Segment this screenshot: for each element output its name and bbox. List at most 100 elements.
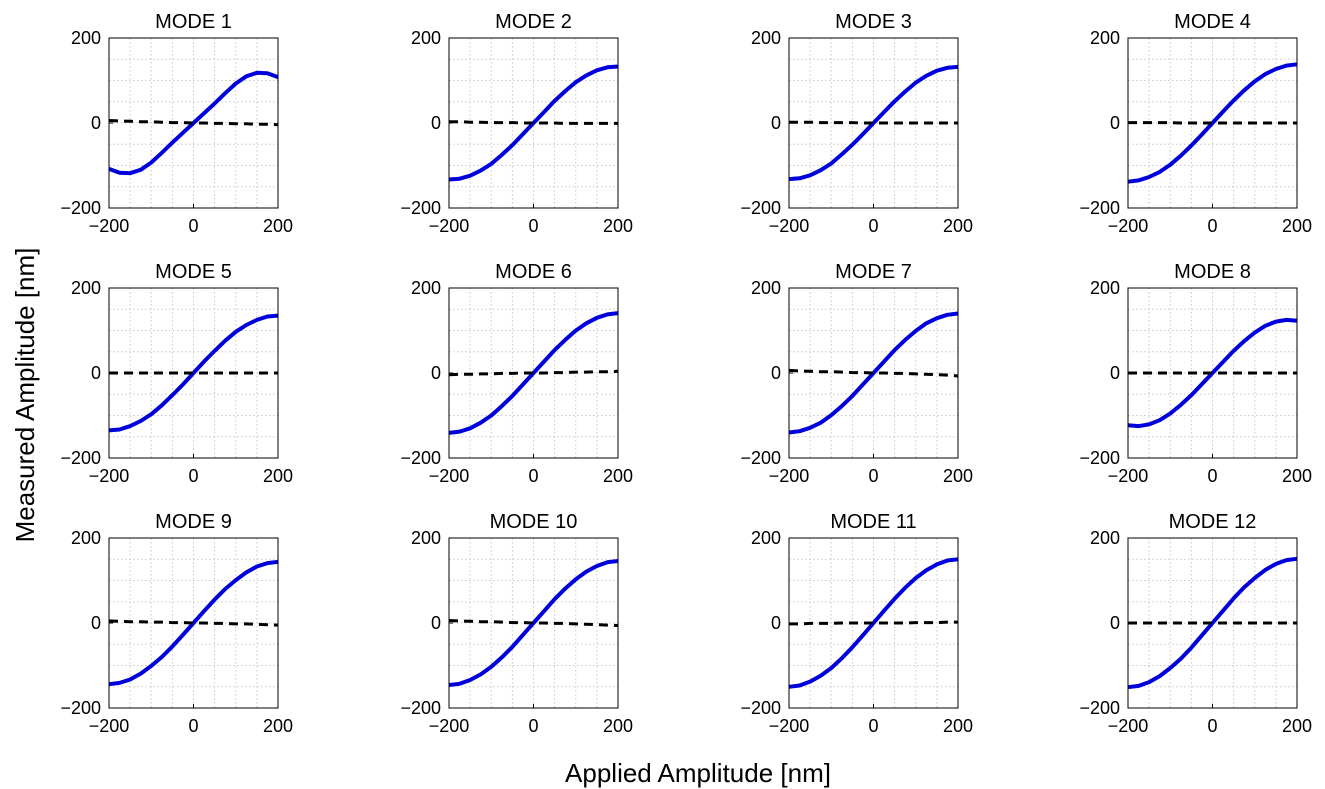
measured-curve — [1127, 62, 1298, 184]
x-tick-label: 0 — [528, 466, 538, 486]
panel-10: −200 0 200 −200 0 200 MODE 10 — [400, 511, 633, 736]
measured-curve — [108, 70, 279, 176]
y-tick-label: −200 — [60, 448, 101, 468]
panel-1: −200 0 200 −200 0 200 MODE 1 — [60, 11, 293, 236]
measured-curve — [108, 559, 279, 687]
x-tick-label: −200 — [429, 716, 470, 736]
y-tick-label: 200 — [71, 278, 101, 298]
measured-curve — [788, 64, 959, 182]
y-tick-label: 0 — [91, 363, 101, 383]
y-tick-label: −200 — [60, 198, 101, 218]
x-tick-label: 200 — [263, 466, 293, 486]
panel-7: −200 0 200 −200 0 200 MODE 7 — [740, 261, 973, 486]
x-tick-label: 0 — [528, 716, 538, 736]
y-tick-label: −200 — [400, 698, 441, 718]
crosstalk-curve — [788, 368, 959, 378]
panel-title: MODE 9 — [155, 511, 232, 533]
y-tick-label: −200 — [740, 448, 781, 468]
panel-title: MODE 8 — [1174, 261, 1251, 283]
x-tick-label: −200 — [89, 716, 130, 736]
x-tick-label: 0 — [188, 716, 198, 736]
y-tick-label: −200 — [1079, 448, 1120, 468]
panel-title: MODE 10 — [490, 511, 578, 533]
x-tick-label: 200 — [603, 216, 633, 236]
x-tick-label: 200 — [943, 716, 973, 736]
measured-curve — [788, 311, 959, 435]
y-tick-label: −200 — [400, 448, 441, 468]
y-tick-label: 200 — [411, 528, 441, 548]
x-tick-label: 200 — [263, 216, 293, 236]
panel-11: −200 0 200 −200 0 200 MODE 11 — [740, 511, 973, 736]
y-tick-label: 0 — [1110, 363, 1120, 383]
x-tick-label: 0 — [1207, 716, 1217, 736]
y-tick-label: 0 — [431, 113, 441, 133]
measured-curve — [1127, 317, 1298, 429]
y-tick-label: 0 — [431, 613, 441, 633]
panel-4: −200 0 200 −200 0 200 MODE 4 — [1079, 11, 1312, 236]
x-tick-label: 0 — [868, 466, 878, 486]
x-tick-label: 0 — [1207, 216, 1217, 236]
panel-5: −200 0 200 −200 0 200 MODE 5 — [60, 261, 293, 486]
y-axis-label: Measured Amplitude [nm] — [10, 248, 40, 543]
x-tick-label: −200 — [769, 216, 810, 236]
panel-8: −200 0 200 −200 0 200 MODE 8 — [1079, 261, 1312, 486]
y-tick-label: 0 — [91, 613, 101, 633]
panel-title: MODE 3 — [835, 11, 912, 33]
panel-title: MODE 11 — [830, 511, 916, 533]
y-tick-label: −200 — [400, 198, 441, 218]
measured-curve — [1127, 556, 1298, 690]
y-tick-label: 0 — [1110, 113, 1120, 133]
measured-curve — [448, 64, 619, 182]
panel-title: MODE 5 — [155, 261, 232, 283]
x-tick-label: 200 — [603, 716, 633, 736]
crosstalk-curve — [789, 120, 958, 125]
panel-title: MODE 2 — [495, 11, 572, 33]
y-tick-label: 200 — [71, 528, 101, 548]
measured-curve — [108, 313, 279, 433]
crosstalk-curve — [449, 120, 618, 125]
x-axis-label: Applied Amplitude [nm] — [565, 758, 831, 788]
panel-title: MODE 6 — [495, 261, 572, 283]
crosstalk-curve — [108, 119, 279, 127]
y-tick-label: 200 — [411, 278, 441, 298]
panel-title: MODE 7 — [835, 261, 912, 283]
panel-title: MODE 4 — [1174, 11, 1251, 33]
x-tick-label: −200 — [1108, 216, 1149, 236]
y-tick-label: 200 — [751, 278, 781, 298]
x-tick-label: 200 — [263, 716, 293, 736]
x-tick-label: 0 — [188, 216, 198, 236]
measured-curve — [448, 559, 619, 687]
x-tick-label: −200 — [89, 216, 130, 236]
y-tick-label: 0 — [91, 113, 101, 133]
x-tick-label: 200 — [943, 466, 973, 486]
y-tick-label: 0 — [1110, 613, 1120, 633]
x-tick-label: −200 — [89, 466, 130, 486]
y-tick-label: 200 — [1090, 28, 1120, 48]
x-tick-label: −200 — [429, 466, 470, 486]
x-tick-label: 0 — [868, 716, 878, 736]
x-tick-label: 200 — [1282, 716, 1312, 736]
y-tick-label: 200 — [71, 28, 101, 48]
y-tick-label: 200 — [751, 28, 781, 48]
y-tick-label: 200 — [1090, 528, 1120, 548]
panel-9: −200 0 200 −200 0 200 MODE 9 — [60, 511, 293, 736]
y-tick-label: −200 — [740, 198, 781, 218]
y-tick-label: 200 — [751, 528, 781, 548]
crosstalk-curve — [448, 619, 619, 627]
crosstalk-curve — [789, 620, 958, 626]
crosstalk-curve — [448, 369, 619, 377]
measured-curve — [448, 311, 619, 435]
panel-6: −200 0 200 −200 0 200 MODE 6 — [400, 261, 633, 486]
x-tick-label: 0 — [1207, 466, 1217, 486]
y-tick-label: 200 — [1090, 278, 1120, 298]
y-tick-label: 200 — [411, 28, 441, 48]
x-tick-label: 200 — [1282, 466, 1312, 486]
crosstalk-curve — [108, 619, 279, 627]
panel-3: −200 0 200 −200 0 200 MODE 3 — [740, 11, 973, 236]
y-tick-label: 0 — [431, 363, 441, 383]
x-tick-label: 200 — [1282, 216, 1312, 236]
y-tick-label: −200 — [1079, 698, 1120, 718]
x-tick-label: 200 — [603, 466, 633, 486]
x-tick-label: 0 — [188, 466, 198, 486]
